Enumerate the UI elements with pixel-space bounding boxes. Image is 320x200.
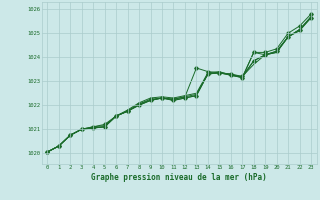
X-axis label: Graphe pression niveau de la mer (hPa): Graphe pression niveau de la mer (hPa) <box>91 173 267 182</box>
